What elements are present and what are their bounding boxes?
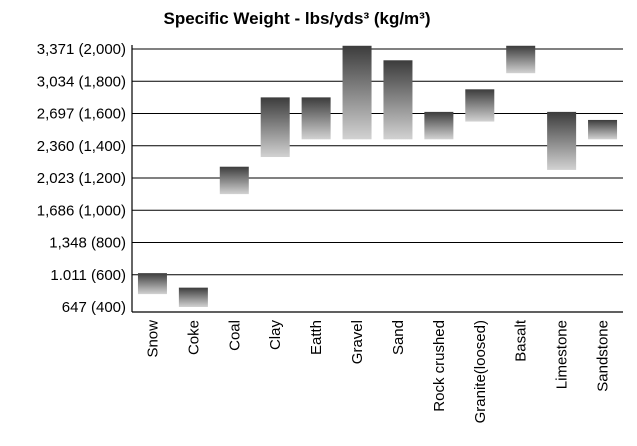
- x-tick-label: Granite(loosed): [472, 320, 489, 423]
- chart-title: Specific Weight - lbs/yds³ (kg/m³): [164, 9, 431, 28]
- y-tick-label: 2,697 (1,600): [37, 106, 126, 123]
- x-tick-label: Coal: [226, 320, 243, 351]
- y-axis-tick-labels: 647 (400) 1.011 (600) 1,348 (800) 1,686 (1,…: [37, 41, 126, 316]
- bar-rock-crushed: [424, 111, 454, 140]
- gridlines: [132, 48, 623, 276]
- bar-clay: [260, 97, 290, 158]
- x-axis-tick-labels: Snow Coke Coal Clay Eatth Gravel Sand Rock crus…: [144, 319, 611, 423]
- bar-limestone: [547, 111, 577, 170]
- x-tick-label: Sandstone: [595, 320, 612, 392]
- y-tick-label: 1,348 (800): [49, 235, 126, 252]
- x-tick-label: Limestone: [554, 320, 571, 389]
- bar-coke: [178, 287, 208, 307]
- x-tick-label: Sand: [390, 320, 407, 355]
- y-tick-label: 3,034 (1,800): [37, 73, 126, 90]
- bar-eatth: [301, 97, 331, 140]
- x-tick-label: Eatth: [308, 320, 325, 355]
- x-tick-label: Coke: [185, 320, 202, 355]
- x-tick-label: Basalt: [513, 319, 530, 362]
- bar-basalt: [506, 45, 536, 74]
- y-tick-label: 1,686 (1,000): [37, 202, 126, 219]
- bar-gravel: [342, 45, 372, 140]
- axes: [131, 45, 623, 313]
- bar-sand: [383, 60, 413, 140]
- x-tick-label: Rock crushed: [431, 320, 448, 412]
- bar-sandstone: [588, 119, 618, 140]
- x-tick-label: Gravel: [349, 320, 366, 364]
- x-tick-label: Snow: [144, 320, 161, 358]
- bars: [137, 45, 618, 307]
- x-tick-label: Clay: [267, 320, 284, 351]
- bar-coal: [219, 166, 249, 195]
- y-tick-label: 2,360 (1,400): [37, 138, 126, 155]
- y-tick-label: 647 (400): [62, 299, 126, 316]
- y-tick-label: 3,371 (2,000): [37, 41, 126, 58]
- y-tick-label: 2,023 (1,200): [37, 170, 126, 187]
- bar-snow: [137, 273, 167, 295]
- bar-granite-loosed: [465, 89, 495, 122]
- y-tick-label: 1.011 (600): [50, 267, 126, 284]
